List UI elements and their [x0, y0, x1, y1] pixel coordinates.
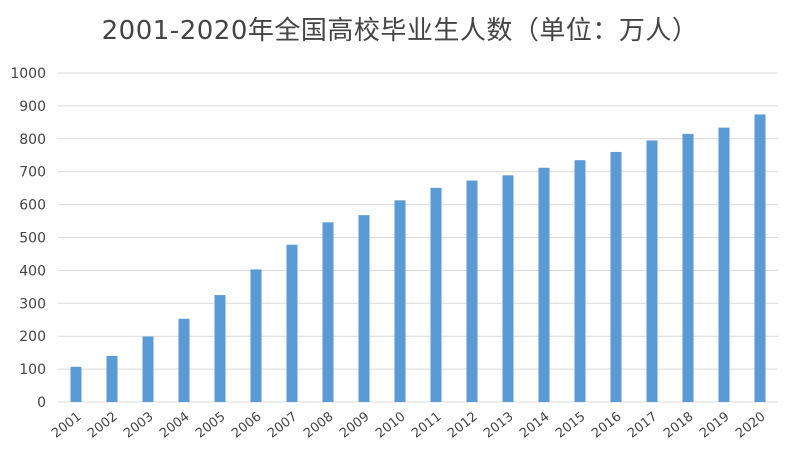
bar: [286, 244, 298, 402]
y-tick-label: 300: [19, 296, 46, 312]
x-tick-label: 2008: [301, 409, 336, 441]
x-tick-label: 2005: [193, 409, 228, 441]
x-tick-label: 2014: [517, 409, 552, 441]
x-tick-label: 2016: [589, 409, 624, 441]
chart-title: 2001-2020年全国高校毕业生人数（单位：万人）: [101, 16, 699, 46]
y-tick-label: 700: [19, 165, 46, 181]
bar: [106, 355, 118, 402]
bar: [250, 269, 262, 402]
y-tick-label: 800: [19, 132, 46, 148]
bar: [466, 180, 478, 402]
x-tick-label: 2003: [121, 409, 156, 441]
x-tick-label: 2002: [85, 409, 120, 441]
x-tick-label: 2001: [49, 409, 84, 441]
bar: [718, 127, 730, 402]
x-tick-label: 2007: [265, 409, 300, 441]
y-tick-label: 1000: [10, 66, 46, 82]
bar: [178, 318, 190, 402]
x-tick-label: 2004: [157, 409, 192, 441]
y-tick-label: 500: [19, 231, 46, 247]
y-tick-label: 0: [37, 395, 46, 411]
bar: [358, 215, 370, 402]
x-tick-label: 2020: [733, 409, 768, 441]
bar: [574, 160, 586, 402]
x-tick-label: 2012: [445, 409, 480, 441]
bar: [322, 222, 334, 402]
x-tick-label: 2013: [481, 409, 516, 441]
bar: [646, 140, 658, 402]
x-tick-label: 2018: [661, 409, 696, 441]
x-tick-label: 2009: [337, 409, 372, 441]
y-tick-label: 900: [19, 99, 46, 115]
x-tick-label: 2006: [229, 409, 264, 441]
bar: [754, 114, 766, 402]
x-tick-label: 2017: [625, 409, 660, 441]
bar: [610, 151, 622, 402]
bar: [394, 200, 406, 402]
y-tick-label: 100: [19, 362, 46, 378]
bar: [214, 295, 226, 402]
bar: [682, 133, 694, 403]
x-tick-label: 2011: [409, 409, 444, 441]
bar: [142, 336, 154, 402]
bar: [502, 175, 514, 402]
bar: [430, 187, 442, 402]
y-tick-label: 200: [19, 329, 46, 345]
bar: [538, 167, 550, 402]
y-tick-label: 400: [19, 263, 46, 279]
x-tick-label: 2015: [553, 409, 588, 441]
y-tick-label: 600: [19, 198, 46, 214]
x-tick-label: 2019: [697, 409, 732, 441]
x-tick-label: 2010: [373, 409, 408, 441]
bar: [70, 366, 82, 402]
